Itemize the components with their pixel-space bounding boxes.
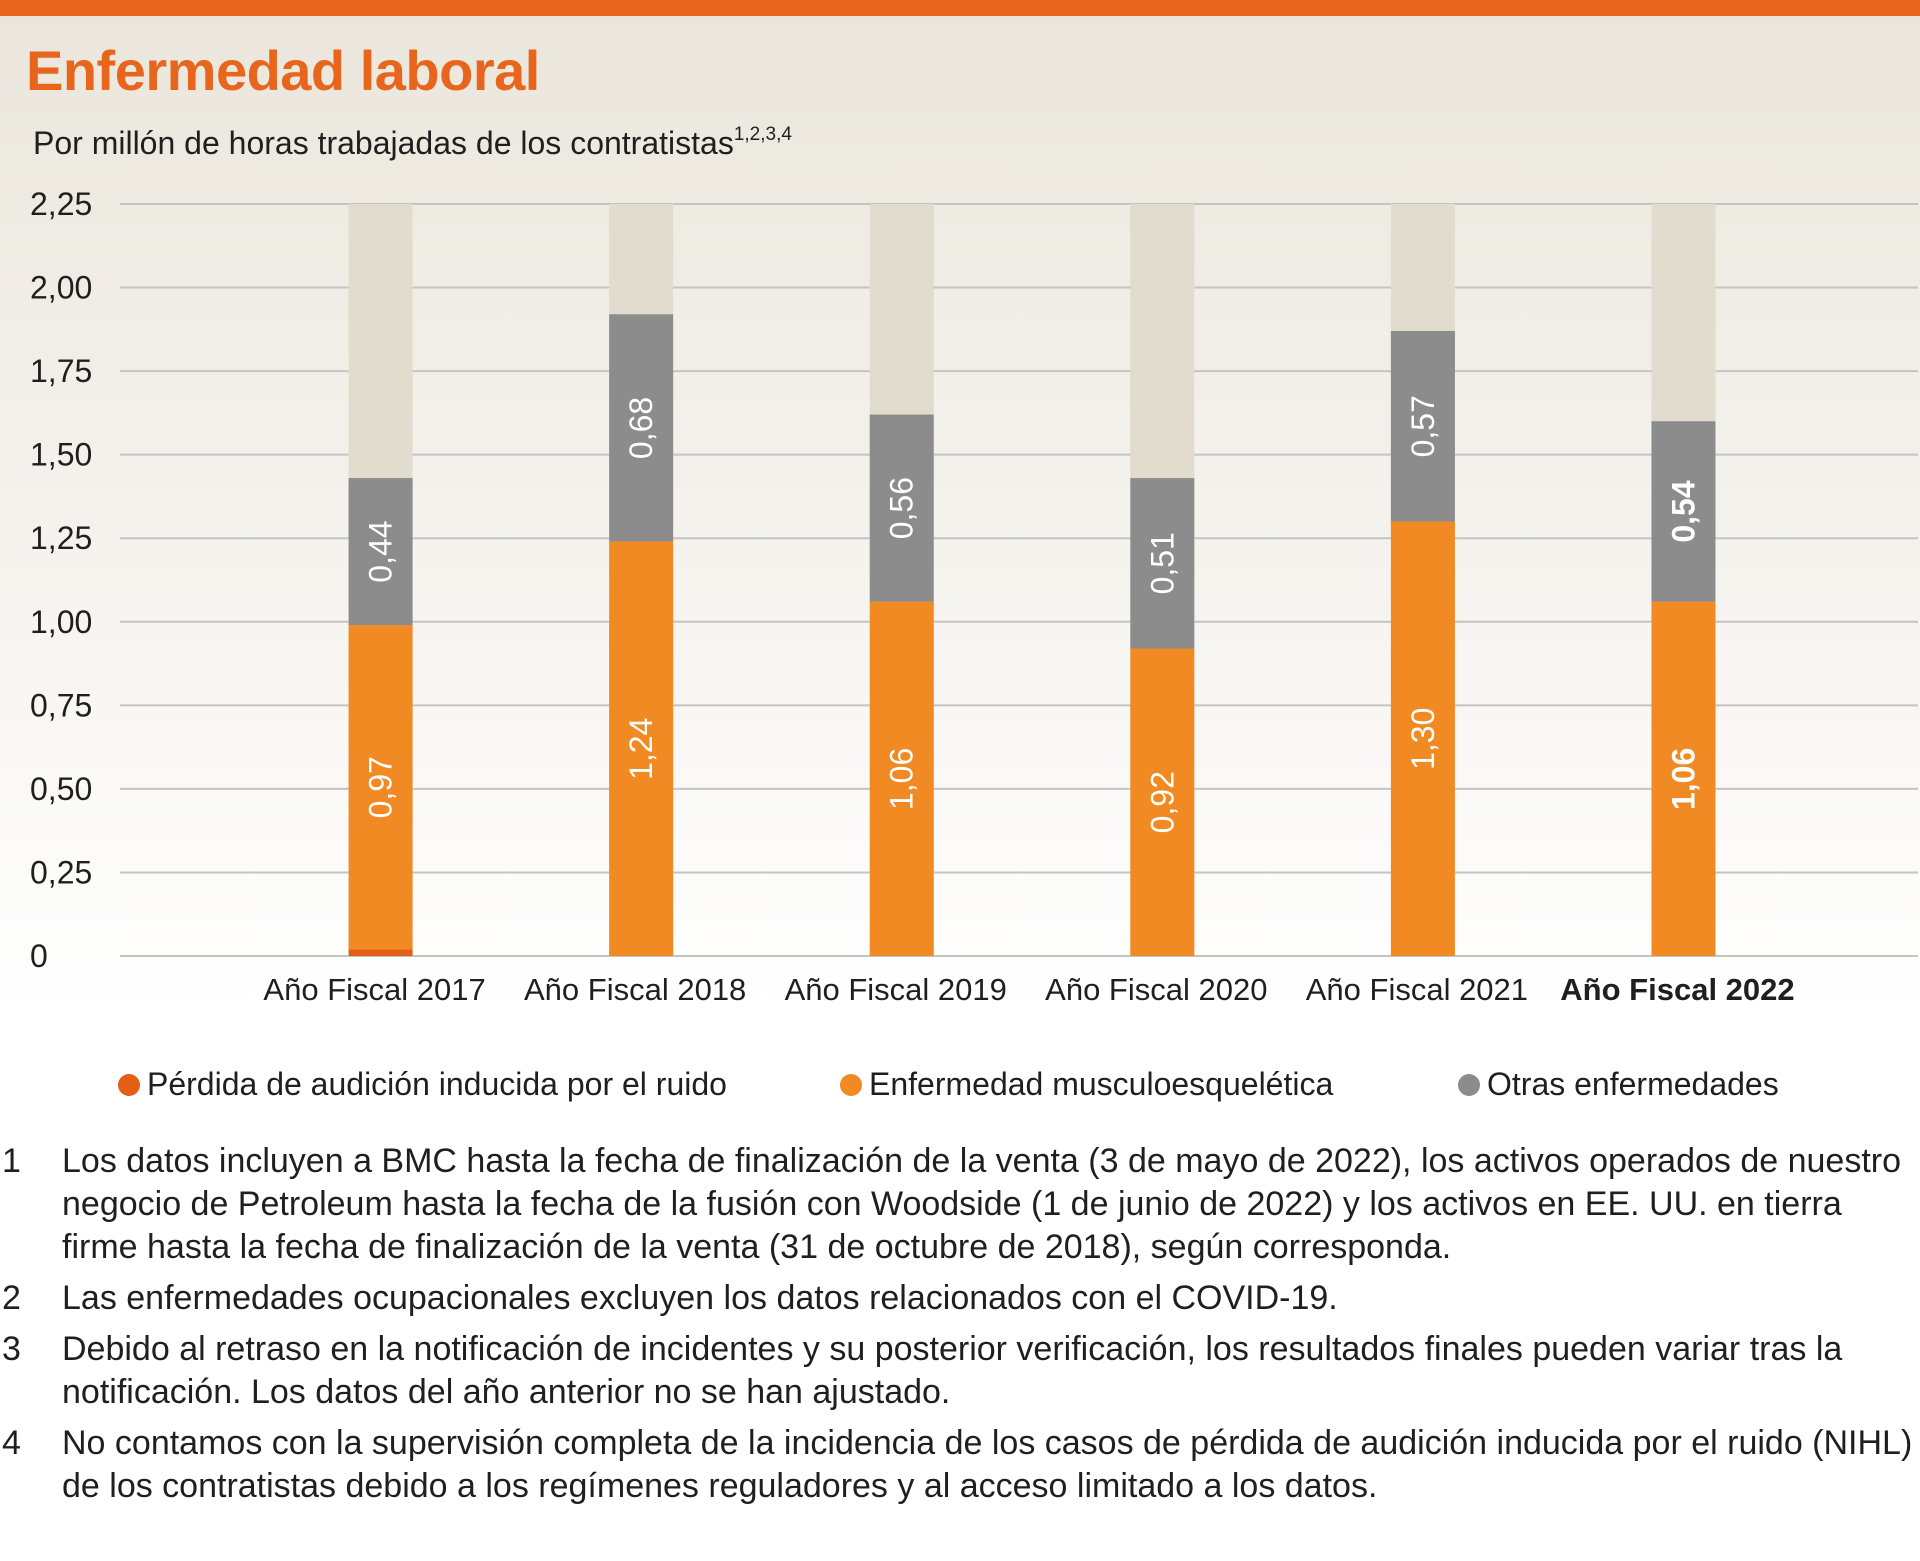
y-tick-label: 1,75 bbox=[30, 353, 92, 389]
subtitle-footnote-refs: 1,2,3,4 bbox=[733, 124, 792, 145]
footnote-number: 4 bbox=[2, 1424, 21, 1462]
legend-item-noise: Pérdida de audición inducida por el ruid… bbox=[118, 1066, 727, 1103]
bar-segment bbox=[869, 601, 934, 956]
bar-segment bbox=[1390, 521, 1455, 956]
chart-subtitle: Por millón de horas trabajadas de los co… bbox=[33, 124, 792, 162]
subtitle-text: Por millón de horas trabajadas de los co… bbox=[33, 125, 734, 161]
footnote-text: No contamos con la supervisión completa … bbox=[62, 1424, 1913, 1505]
footnote-text: Debido al retraso en la notificación de … bbox=[62, 1330, 1843, 1411]
footnote-text: Las enfermedades ocupacionales excluyen … bbox=[62, 1279, 1338, 1317]
legend-dot-musculo bbox=[840, 1074, 862, 1096]
x-tick-label: Año Fiscal 2017 bbox=[263, 972, 485, 1007]
y-tick-label: 0 bbox=[30, 938, 48, 974]
legend-dot-other bbox=[1458, 1074, 1480, 1096]
y-tick-label: 2,00 bbox=[30, 270, 92, 306]
y-tick-label: 0,25 bbox=[30, 854, 92, 890]
x-tick-label: Año Fiscal 2021 bbox=[1306, 972, 1528, 1007]
x-tick-label: Año Fiscal 2022 bbox=[1560, 972, 1794, 1007]
footnote-number: 1 bbox=[2, 1142, 21, 1180]
data-label: 0,97 bbox=[363, 756, 399, 818]
x-tick-label: Año Fiscal 2018 bbox=[524, 972, 746, 1007]
bar-segment bbox=[348, 478, 413, 626]
x-tick-label: Año Fiscal 2020 bbox=[1045, 972, 1267, 1007]
footnote-text: Los datos incluyen a BMC hasta la fecha … bbox=[62, 1142, 1902, 1266]
bar-segment bbox=[869, 414, 934, 602]
legend-item-other: Otras enfermedades bbox=[1458, 1066, 1779, 1103]
bar-segment bbox=[1130, 648, 1195, 956]
data-label: 0,44 bbox=[363, 520, 399, 582]
y-tick-label: 1,25 bbox=[30, 520, 92, 556]
bar-segment bbox=[609, 541, 674, 956]
data-label: 0,68 bbox=[623, 397, 659, 459]
data-label: 0,57 bbox=[1405, 395, 1441, 457]
footnote-1: 1 Los datos incluyen a BMC hasta la fecha… bbox=[0, 1140, 1920, 1269]
top-accent-bar bbox=[0, 0, 1920, 16]
bar-segment bbox=[1390, 331, 1455, 522]
data-label: 0,92 bbox=[1144, 771, 1180, 833]
footnote-2: 2 Las enfermedades ocupacionales excluyen… bbox=[0, 1277, 1920, 1320]
y-tick-label: 2,25 bbox=[30, 186, 92, 222]
data-label: 0,56 bbox=[884, 477, 920, 539]
legend-item-musculo: Enfermedad musculoesquelética bbox=[840, 1066, 1333, 1103]
legend-label-noise: Pérdida de audición inducida por el ruid… bbox=[147, 1066, 727, 1102]
bar-segment bbox=[609, 314, 674, 542]
y-tick-label: 1,50 bbox=[30, 437, 92, 473]
data-label: 1,24 bbox=[623, 718, 659, 780]
bar-segment bbox=[1651, 601, 1716, 956]
x-tick-label: Año Fiscal 2019 bbox=[785, 972, 1007, 1007]
bar-segment bbox=[348, 625, 413, 950]
footnote-3: 3 Debido al retraso en la notificación de… bbox=[0, 1328, 1920, 1414]
y-tick-label: 0,50 bbox=[30, 771, 92, 807]
data-label: 0,51 bbox=[1144, 532, 1180, 594]
footnotes: 1 Los datos incluyen a BMC hasta la fecha… bbox=[0, 1140, 1920, 1516]
data-label: 1,06 bbox=[1665, 748, 1701, 810]
footnote-number: 2 bbox=[2, 1279, 21, 1317]
legend-label-other: Otras enfermedades bbox=[1487, 1066, 1779, 1102]
data-label: 1,30 bbox=[1405, 708, 1441, 770]
chart-legend: Pérdida de audición inducida por el ruid… bbox=[118, 1066, 1878, 1110]
page-title: Enfermedad laboral bbox=[26, 39, 540, 102]
y-tick-label: 0,75 bbox=[30, 687, 92, 723]
data-label: 1,06 bbox=[884, 748, 920, 810]
bar-segment bbox=[348, 949, 413, 956]
chart-panel bbox=[0, 0, 1920, 1010]
footnote-number: 3 bbox=[2, 1330, 21, 1368]
bar-segment bbox=[1130, 478, 1195, 649]
legend-label-musculo: Enfermedad musculoesquelética bbox=[869, 1066, 1334, 1102]
data-label: 0,54 bbox=[1665, 480, 1701, 542]
stacked-bar-chart: 00,250,500,751,001,251,501,752,002,250,0… bbox=[30, 186, 1918, 1007]
y-tick-label: 1,00 bbox=[30, 604, 92, 640]
legend-dot-noise bbox=[118, 1074, 140, 1096]
footnote-4: 4 No contamos con la supervisión completa… bbox=[0, 1422, 1920, 1508]
bar-segment bbox=[1651, 421, 1716, 602]
